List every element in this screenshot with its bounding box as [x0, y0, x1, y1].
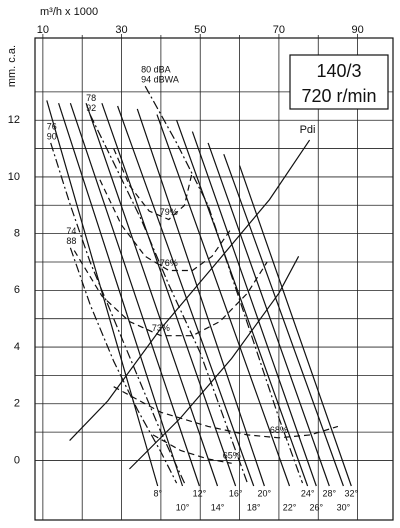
curve: [58, 103, 184, 487]
blade-angle-label: 8°: [153, 488, 162, 498]
y-tick-label: 0: [14, 454, 20, 466]
curve: [191, 131, 317, 487]
blade-angle-label: 32°: [344, 488, 358, 498]
noise-label: 90: [47, 131, 57, 141]
curve: [144, 85, 304, 484]
curve: [207, 142, 330, 487]
blade-angle-label: 24°: [301, 488, 315, 498]
curve: [69, 103, 200, 487]
blade-angle-label: 18°: [247, 502, 261, 512]
efficiency-label: 68%: [270, 425, 288, 435]
curve: [113, 386, 339, 439]
curve: [69, 139, 311, 442]
curve: [113, 148, 193, 221]
curve-label: Pdi: [300, 124, 316, 136]
noise-label: 76: [47, 121, 57, 131]
y-tick-label: 2: [14, 398, 20, 410]
curve: [85, 103, 219, 487]
curve: [69, 247, 178, 484]
y-tick-label: 4: [14, 341, 20, 353]
blade-angle-label: 28°: [322, 488, 336, 498]
y-axis-label: mm. c.a.: [6, 45, 18, 87]
curve: [156, 114, 291, 487]
noise-label: 74: [66, 226, 76, 236]
x-tick-label: 10: [37, 24, 49, 36]
noise-label: 88: [66, 236, 76, 246]
blade-angle-label: 12°: [193, 488, 207, 498]
box-line: 720 r/min: [301, 86, 376, 106]
efficiency-label: 65%: [223, 451, 241, 461]
efficiency-label: 79%: [160, 207, 178, 217]
x-tick-label: 50: [194, 24, 206, 36]
curve: [99, 179, 233, 272]
box-line: 140/3: [316, 61, 361, 81]
y-tick-label: 10: [8, 171, 20, 183]
plot-frame: [34, 37, 394, 521]
blade-angle-label: 30°: [337, 502, 351, 512]
noise-label: 78: [86, 93, 96, 103]
curve: [117, 105, 255, 487]
blade-angle-label: 16°: [229, 488, 243, 498]
curve: [50, 142, 186, 484]
efficiency-label: 76%: [160, 258, 178, 268]
curve: [152, 434, 232, 464]
noise-label: 92: [86, 103, 96, 113]
y-tick-label: 8: [14, 228, 20, 240]
curve: [136, 108, 265, 487]
noise-label: 80 dBA: [141, 65, 171, 75]
x-axis-label: m³/h x 1000: [40, 6, 98, 18]
curve: [223, 153, 344, 487]
blade-angle-label: 20°: [258, 488, 272, 498]
x-tick-label: 30: [115, 24, 127, 36]
y-tick-label: 12: [8, 114, 20, 126]
x-tick-label: 90: [351, 24, 363, 36]
y-tick-label: 6: [14, 284, 20, 296]
curve: [239, 165, 352, 487]
x-tick-label: 70: [273, 24, 285, 36]
curve: [46, 100, 159, 487]
info-box: [289, 54, 389, 110]
blade-angle-label: 26°: [309, 502, 323, 512]
curve: [101, 103, 237, 487]
curve: [128, 256, 300, 470]
blade-angle-label: 14°: [211, 502, 225, 512]
noise-label: 94 dBWA: [141, 75, 179, 85]
blade-angle-label: 22°: [283, 502, 297, 512]
curve: [89, 114, 248, 484]
curve: [176, 119, 309, 487]
blade-angle-label: 10°: [176, 502, 190, 512]
curve: [73, 250, 268, 337]
